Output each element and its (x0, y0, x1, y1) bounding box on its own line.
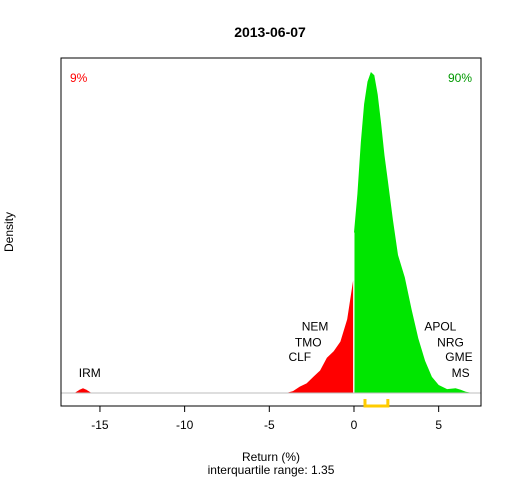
ticker-label: TMO (295, 335, 322, 349)
iqr-bracket (363, 399, 390, 408)
ticker-label: NEM (302, 319, 329, 333)
x-tick-label: -15 (91, 418, 109, 432)
iqr-caption: interquartile range: 1.35 (208, 463, 335, 477)
x-tick-label: -5 (264, 418, 275, 432)
density-positive-area (354, 72, 473, 393)
plot-frame (60, 57, 482, 407)
ticker-label: MS (452, 366, 470, 380)
ticker-label: NRG (437, 335, 464, 349)
x-axis-label: Return (%) (242, 450, 300, 464)
chart-title: 2013-06-07 (234, 24, 306, 40)
ticker-label: APOL (424, 319, 456, 333)
x-tick-label: 0 (351, 418, 358, 432)
x-tick-label: -10 (176, 418, 194, 432)
chart-marks (74, 72, 473, 393)
ticker-label: IRM (79, 366, 101, 380)
y-axis-label: Density (2, 212, 16, 252)
x-tick-label: 5 (435, 418, 442, 432)
ticker-label: GME (445, 350, 472, 364)
iqr-mark (363, 399, 390, 408)
ticker-label: CLF (288, 350, 311, 364)
pct-positive-label: 90% (448, 71, 472, 85)
x-axis: -15 -10 -5 0 5 (91, 406, 442, 432)
density-negative-area-1 (74, 388, 92, 393)
pct-negative-label: 9% (70, 71, 88, 85)
density-negative-area-2 (286, 280, 354, 393)
